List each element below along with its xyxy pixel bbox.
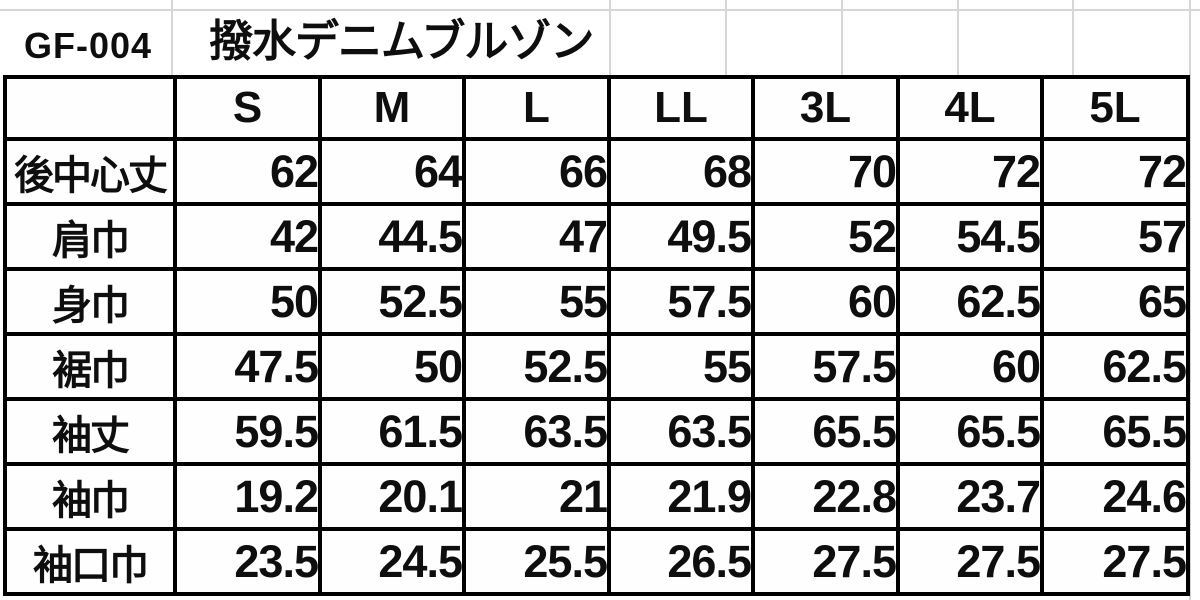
value-cell[interactable]: 21 (462, 462, 611, 531)
value-cell[interactable]: 23.7 (896, 462, 1044, 531)
value-cell[interactable]: 62 (173, 137, 322, 206)
value-cell[interactable]: 59.5 (173, 397, 322, 466)
grid-line-vertical (957, 0, 959, 75)
value-cell[interactable]: 60 (751, 267, 900, 336)
size-header-cell-ll[interactable]: LL (607, 75, 755, 141)
grid-line-vertical (725, 0, 727, 75)
row-label-cell[interactable]: 袖丈 (3, 397, 177, 466)
grid-line-vertical (1189, 0, 1191, 600)
value-cell[interactable]: 52.5 (462, 332, 611, 401)
value-cell[interactable]: 26.5 (607, 527, 755, 596)
value-cell[interactable]: 55 (462, 267, 611, 336)
value-cell[interactable]: 27.5 (1040, 527, 1190, 596)
value-cell[interactable]: 64 (318, 137, 466, 206)
value-cell[interactable]: 27.5 (896, 527, 1044, 596)
value-cell[interactable]: 65.5 (751, 397, 900, 466)
size-header-cell-3l[interactable]: 3L (751, 75, 900, 141)
size-header-cell-l[interactable]: L (462, 75, 611, 141)
value-cell[interactable]: 24.5 (318, 527, 466, 596)
row-label-cell[interactable]: 後中心丈 (3, 137, 177, 206)
row-label-cell[interactable]: 袖巾 (3, 462, 177, 531)
value-cell[interactable]: 50 (318, 332, 466, 401)
value-cell[interactable]: 47.5 (173, 332, 322, 401)
value-cell[interactable]: 55 (607, 332, 755, 401)
value-cell[interactable]: 65.5 (1040, 397, 1190, 466)
row-label-cell[interactable]: 袖口巾 (3, 527, 177, 596)
value-cell[interactable]: 47 (462, 202, 611, 271)
table-row: 裾巾 47.5 50 52.5 55 57.5 60 62.5 (3, 332, 1190, 401)
size-header-cell-4l[interactable]: 4L (896, 75, 1044, 141)
value-cell[interactable]: 52 (751, 202, 900, 271)
value-cell[interactable]: 66 (462, 137, 611, 206)
corner-cell[interactable] (3, 75, 177, 141)
grid-line-vertical (171, 0, 173, 75)
value-cell[interactable]: 24.6 (1040, 462, 1190, 531)
value-cell[interactable]: 60 (896, 332, 1044, 401)
row-label-cell[interactable]: 肩巾 (3, 202, 177, 271)
row-label-cell[interactable]: 裾巾 (3, 332, 177, 401)
value-cell[interactable]: 57.5 (607, 267, 755, 336)
product-name-cell[interactable]: 撥水デニムブルゾン (209, 17, 594, 66)
value-cell[interactable]: 44.5 (318, 202, 466, 271)
value-cell[interactable]: 20.1 (318, 462, 466, 531)
table-row: 身巾 50 52.5 55 57.5 60 62.5 65 (3, 267, 1190, 336)
grid-line-vertical (841, 0, 843, 75)
table-row: 袖丈 59.5 61.5 63.5 63.5 65.5 65.5 65.5 (3, 397, 1190, 466)
value-cell[interactable]: 21.9 (607, 462, 755, 531)
size-header-cell-5l[interactable]: 5L (1040, 75, 1190, 141)
value-cell[interactable]: 63.5 (607, 397, 755, 466)
value-cell[interactable]: 42 (173, 202, 322, 271)
value-cell[interactable]: 23.5 (173, 527, 322, 596)
value-cell[interactable]: 63.5 (462, 397, 611, 466)
value-cell[interactable]: 27.5 (751, 527, 900, 596)
value-cell[interactable]: 62.5 (1040, 332, 1190, 401)
value-cell[interactable]: 19.2 (173, 462, 322, 531)
value-cell[interactable]: 54.5 (896, 202, 1044, 271)
size-spec-table: S M L LL 3L 4L 5L 後中心丈 62 64 66 68 70 72… (3, 75, 1190, 596)
size-header-cell-s[interactable]: S (173, 75, 322, 141)
value-cell[interactable]: 22.8 (751, 462, 900, 531)
grid-line-vertical (1072, 0, 1074, 75)
value-cell[interactable]: 68 (607, 137, 755, 206)
grid-line-vertical (609, 0, 611, 75)
value-cell[interactable]: 72 (1040, 137, 1190, 206)
size-header-cell-m[interactable]: M (318, 75, 466, 141)
value-cell[interactable]: 49.5 (607, 202, 755, 271)
value-cell[interactable]: 65.5 (896, 397, 1044, 466)
value-cell[interactable]: 52.5 (318, 267, 466, 336)
value-cell[interactable]: 62.5 (896, 267, 1044, 336)
size-header-row: S M L LL 3L 4L 5L (3, 75, 1190, 141)
table-row: 袖巾 19.2 20.1 21 21.9 22.8 23.7 24.6 (3, 462, 1190, 531)
row-label-cell[interactable]: 身巾 (3, 267, 177, 336)
value-cell[interactable]: 57 (1040, 202, 1190, 271)
value-cell[interactable]: 61.5 (318, 397, 466, 466)
value-cell[interactable]: 50 (173, 267, 322, 336)
value-cell[interactable]: 25.5 (462, 527, 611, 596)
grid-line-horizontal (0, 9, 1200, 11)
table-row: 後中心丈 62 64 66 68 70 72 72 (3, 137, 1190, 206)
value-cell[interactable]: 57.5 (751, 332, 900, 401)
table-row: 肩巾 42 44.5 47 49.5 52 54.5 57 (3, 202, 1190, 271)
product-code-cell[interactable]: GF-004 (24, 25, 153, 66)
value-cell[interactable]: 65 (1040, 267, 1190, 336)
value-cell[interactable]: 72 (896, 137, 1044, 206)
value-cell[interactable]: 70 (751, 137, 900, 206)
table-row: 袖口巾 23.5 24.5 25.5 26.5 27.5 27.5 27.5 (3, 527, 1190, 596)
